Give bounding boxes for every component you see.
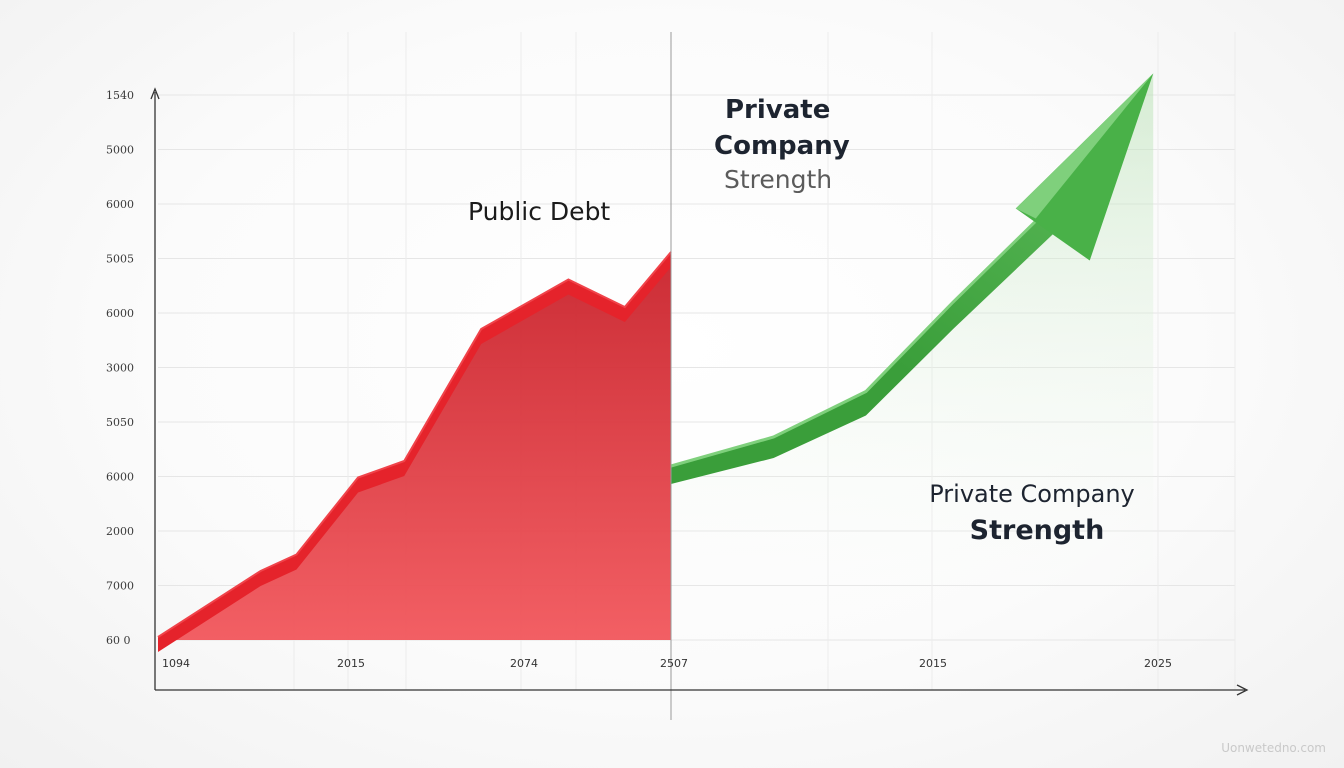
x-axis-arrow (1236, 684, 1249, 696)
y-tick-label: 5050 (106, 416, 134, 429)
x-tick-label: 2507 (660, 657, 688, 670)
x-tick-labels: 1094 2015 2074 2507 2015 2025 (162, 657, 1172, 670)
debt-series (157, 251, 672, 652)
strength-arrowhead (1015, 73, 1154, 261)
y-tick-label: 6000 (106, 307, 134, 320)
watermark: Uonwetedno.com (1221, 741, 1326, 755)
title-private-top-2: Company (714, 131, 850, 161)
strength-shadow (671, 73, 1154, 640)
y-tick-label: 6000 (106, 471, 134, 484)
y-tick-label: 5005 (106, 253, 134, 266)
title-private-top-1: Private (725, 95, 830, 125)
x-tick-label: 2015 (337, 657, 365, 670)
title-private-top-3: Strength (724, 165, 832, 194)
y-tick-label: 5000 (106, 144, 134, 157)
strength-line-highlight (670, 200, 1057, 468)
x-tick-label: 2074 (510, 657, 538, 670)
x-tick-label: 2015 (919, 657, 947, 670)
title-private-bottom-1: Private Company (929, 480, 1134, 508)
y-tick-label: 6000 (106, 198, 134, 211)
x-tick-label: 2025 (1144, 657, 1172, 670)
title-public-debt: Public Debt (468, 197, 610, 226)
title-private-bottom-2: Strength (970, 515, 1105, 546)
strength-arrowhead-highlight (1015, 73, 1154, 219)
y-tick-label: 2000 (106, 525, 134, 538)
y-tick-labels: 1540 5000 6000 5005 6000 3000 5050 6000 2000 7000… (106, 89, 134, 647)
y-tick-label: 3000 (106, 362, 134, 375)
y-axis-arrow (150, 87, 160, 100)
y-tick-label: 60 0 (106, 634, 131, 647)
strength-shadow-area (671, 73, 1154, 640)
y-tick-label: 1540 (106, 89, 134, 102)
debt-line (158, 252, 671, 652)
strength-series (670, 73, 1154, 484)
y-tick-label: 7000 (106, 580, 134, 593)
debt-line-highlight (157, 251, 672, 638)
x-tick-label: 1094 (162, 657, 190, 670)
